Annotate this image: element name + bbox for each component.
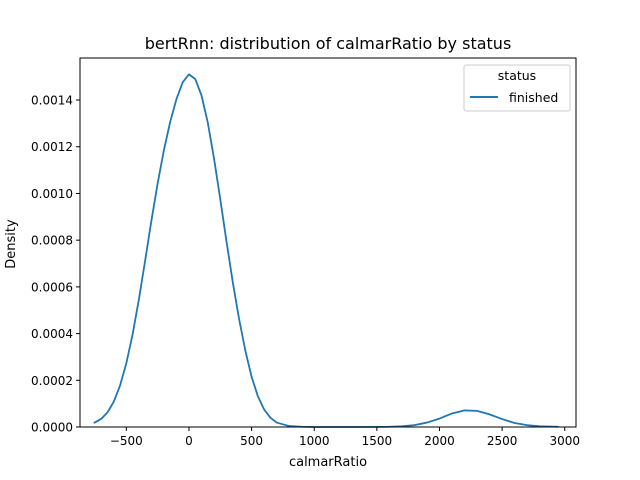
y-axis: 0.0000 0.0002 0.0004 0.0006 0.0008 0.0010 0.00… — [31, 94, 80, 435]
x-tick-label: −500 — [110, 434, 143, 448]
y-tick-label: 0.0010 — [31, 187, 73, 201]
y-tick-label: 0.0002 — [31, 374, 73, 388]
x-tick-label: 2000 — [424, 434, 455, 448]
plot-area — [79, 57, 577, 428]
x-tick-label: 500 — [240, 434, 263, 448]
x-axis-label: calmarRatio — [289, 455, 367, 470]
legend-box — [463, 64, 571, 112]
x-tick-label: 0 — [185, 434, 193, 448]
y-tick-label: 0.0012 — [31, 140, 73, 154]
x-axis: −500 0 500 1000 1500 2000 2500 3000 — [110, 427, 580, 448]
y-tick-label: 0.0014 — [31, 94, 73, 108]
legend: status finished — [463, 64, 571, 112]
x-tick-label: 1000 — [299, 434, 330, 448]
legend-label-finished: finished — [509, 90, 558, 105]
x-tick-label: 2500 — [487, 434, 518, 448]
y-tick-label: 0.0008 — [31, 234, 73, 248]
plot-frame — [79, 57, 577, 428]
legend-title: status — [498, 68, 536, 83]
y-tick-label: 0.0006 — [31, 280, 73, 294]
y-axis-label: Density — [4, 219, 19, 269]
y-tick-label: 0.0004 — [31, 327, 73, 341]
density-line-finished — [93, 73, 559, 428]
x-tick-label: 3000 — [549, 434, 580, 448]
x-tick-label: 1500 — [362, 434, 393, 448]
chart-title: bertRnn: distribution of calmarRatio by … — [145, 34, 512, 53]
y-tick-label: 0.0000 — [31, 421, 73, 435]
